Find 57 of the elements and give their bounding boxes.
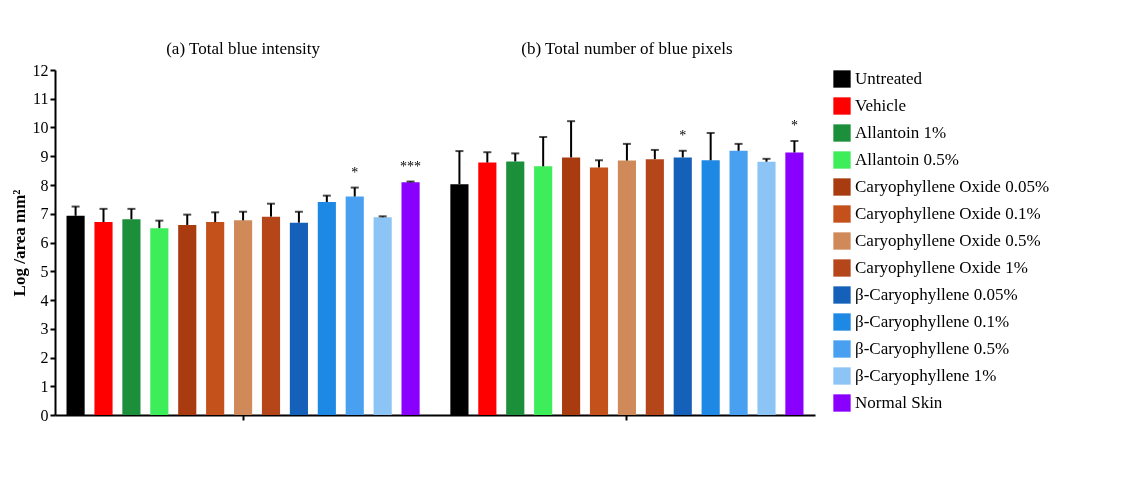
y-tick-label: 4 bbox=[40, 291, 49, 309]
y-axis-title: Log /area mm² bbox=[9, 189, 29, 297]
text: (a) Total blue intensity bbox=[166, 39, 321, 58]
y-tick-label: 10 bbox=[32, 119, 49, 136]
data-label: * bbox=[351, 164, 359, 180]
y-tick-label: 6 bbox=[40, 234, 49, 251]
bar bbox=[289, 222, 308, 415]
y-tick-label: 1 bbox=[40, 377, 49, 395]
y-tick-label: 2 bbox=[40, 349, 49, 366]
data-label: * bbox=[679, 127, 687, 143]
bar bbox=[645, 159, 664, 415]
bar bbox=[261, 216, 281, 415]
y-tick-label: 8 bbox=[40, 176, 49, 194]
data-label: * bbox=[790, 118, 798, 134]
bar bbox=[701, 160, 720, 415]
bar bbox=[562, 157, 581, 415]
bar bbox=[757, 161, 776, 415]
bar bbox=[94, 222, 113, 415]
bar bbox=[234, 220, 253, 415]
bar bbox=[729, 150, 748, 415]
legend-label: Untreated bbox=[855, 69, 923, 88]
data-label: *** bbox=[400, 158, 422, 174]
legend-label: Caryophyllene Oxide 0.1% bbox=[855, 204, 1041, 223]
legend-label: Caryophyllene Oxide 0.05% bbox=[855, 177, 1050, 196]
legend-label: Normal Skin bbox=[855, 393, 943, 412]
legend-label: Allantoin 1% bbox=[855, 123, 947, 142]
bar bbox=[317, 201, 336, 415]
bar bbox=[178, 224, 197, 415]
y-tick-label: 5 bbox=[40, 262, 49, 280]
bar bbox=[478, 162, 497, 415]
bar bbox=[673, 157, 692, 415]
y-tick-label: 12 bbox=[32, 61, 49, 79]
bar bbox=[785, 152, 804, 415]
legend-label: β-Caryophyllene 0.05% bbox=[855, 285, 1018, 304]
y-tick-label: 7 bbox=[40, 205, 49, 223]
legend-label: β-Caryophyllene 0.1% bbox=[855, 312, 1010, 331]
legend-label: Caryophyllene Oxide 0.5% bbox=[855, 231, 1041, 250]
bar bbox=[122, 219, 141, 415]
legend-label: β-Caryophyllene 1% bbox=[855, 366, 997, 385]
text: (b) Total number of blue pixels bbox=[521, 39, 733, 58]
legend-label: Caryophyllene Oxide 1% bbox=[855, 258, 1028, 277]
y-tick-label: 9 bbox=[40, 147, 49, 165]
bar bbox=[506, 161, 525, 415]
legend-label: Vehicle bbox=[855, 96, 906, 115]
legend-label: β-Caryophyllene 0.5% bbox=[855, 339, 1010, 358]
y-tick-label: 11 bbox=[33, 90, 49, 108]
bar bbox=[206, 222, 225, 415]
bar bbox=[373, 217, 392, 415]
bar bbox=[401, 182, 420, 415]
bar bbox=[150, 228, 169, 415]
y-tick-label: 3 bbox=[40, 320, 49, 338]
y-tick-label: 0 bbox=[40, 406, 49, 424]
legend-label: Allantoin 0.5% bbox=[855, 150, 959, 169]
bar bbox=[345, 196, 364, 415]
bar bbox=[534, 166, 553, 415]
bar bbox=[617, 160, 636, 415]
bar bbox=[589, 167, 609, 415]
